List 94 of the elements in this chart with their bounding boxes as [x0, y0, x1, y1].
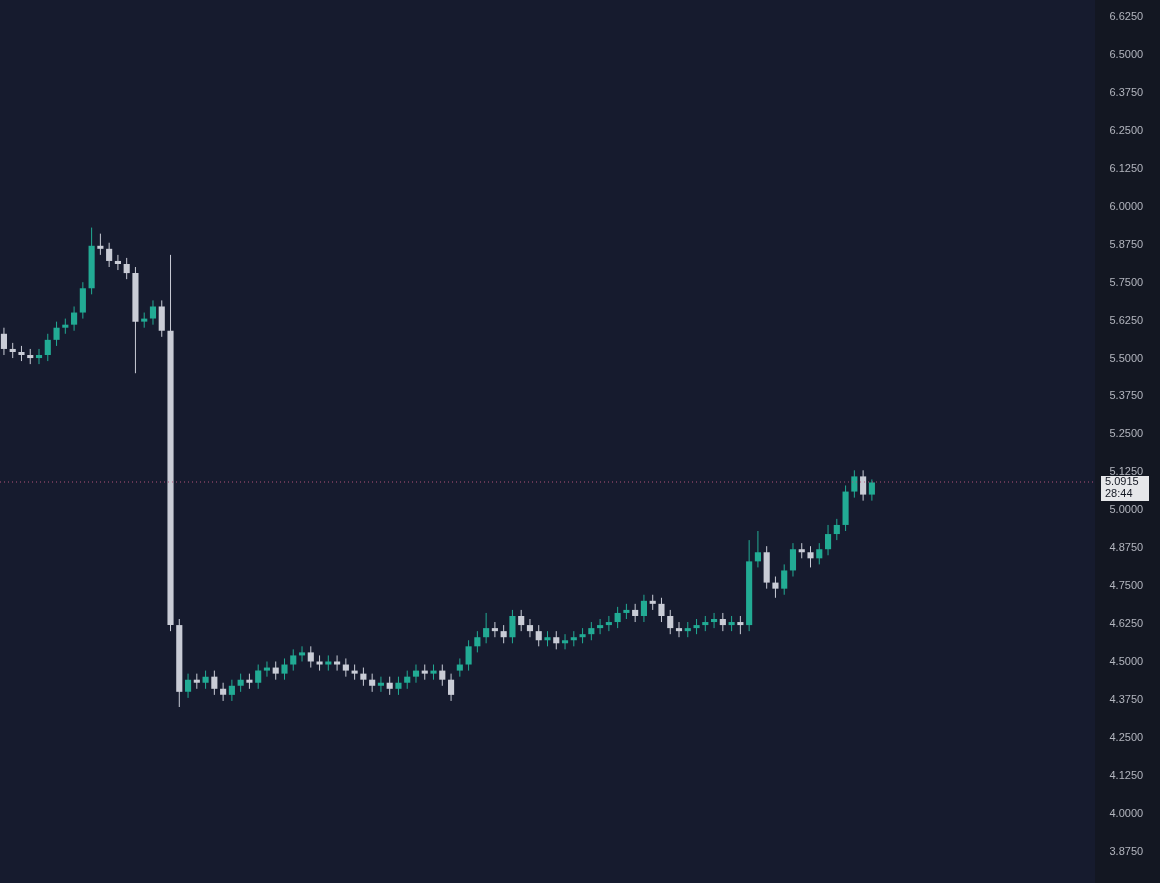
candlestick — [868, 478, 875, 502]
y-tick-label: 5.6250 — [1109, 313, 1144, 326]
y-tick-label: 4.7500 — [1109, 579, 1144, 592]
candlestick — [561, 633, 569, 650]
candlestick — [535, 624, 542, 647]
candlestick — [597, 618, 604, 635]
candlestick — [114, 254, 121, 271]
y-tick-label: 5.1250 — [1109, 465, 1144, 478]
candlestick — [0, 327, 8, 356]
candlestick — [605, 615, 612, 632]
y-tick-label: 3.8750 — [1109, 844, 1144, 857]
candlestick — [386, 676, 393, 696]
candlestick — [360, 667, 367, 687]
candlestick — [106, 242, 113, 268]
candlestick — [711, 612, 718, 629]
candlestick — [526, 618, 534, 638]
candlestick — [640, 594, 648, 623]
y-tick-label: 4.5000 — [1109, 654, 1144, 667]
candlestick — [123, 257, 130, 280]
candlestick — [553, 630, 560, 650]
candlestick — [851, 469, 858, 499]
candlestick — [675, 621, 683, 638]
candlestick — [395, 676, 402, 696]
candlestick — [149, 299, 157, 326]
candlestick — [614, 606, 621, 629]
y-tick-label: 4.6250 — [1109, 617, 1144, 630]
candlestick — [474, 630, 481, 653]
candlestick — [44, 333, 51, 362]
candlestick — [334, 654, 341, 672]
y-tick-label: 5.7500 — [1109, 275, 1144, 288]
candlestick — [263, 660, 271, 678]
candlestick — [71, 305, 78, 332]
candlestick — [465, 639, 472, 672]
candlestick — [833, 518, 840, 541]
candlestick — [342, 657, 349, 678]
candlestick — [211, 670, 218, 696]
candlestick — [807, 545, 814, 568]
candlestick — [483, 612, 490, 644]
y-tick-label: 4.3750 — [1109, 692, 1144, 705]
candlestick — [228, 679, 235, 702]
candlestick — [404, 670, 411, 690]
y-tick-label: 5.0000 — [1109, 503, 1144, 516]
y-tick-label: 6.0000 — [1109, 199, 1144, 212]
y-tick-label: 6.1250 — [1109, 161, 1144, 174]
candlestick — [307, 645, 314, 669]
candlestick — [298, 645, 306, 662]
y-tick-label: 6.6250 — [1109, 10, 1144, 23]
candlestick — [97, 233, 104, 256]
candlestick — [255, 664, 262, 690]
y-tick-label: 4.1250 — [1109, 768, 1144, 781]
ref-line-label: 5.0915 — [1105, 475, 1139, 488]
candlestick — [860, 469, 867, 502]
candlestick — [509, 609, 516, 644]
candlestick — [772, 576, 779, 599]
candlestick — [447, 673, 455, 702]
candlestick — [754, 530, 761, 568]
y-tick-label: 4.8750 — [1109, 541, 1144, 554]
candlestick — [53, 321, 60, 347]
candlestick — [789, 542, 797, 578]
candlestick — [816, 542, 823, 565]
y-tick-label: 5.3750 — [1109, 389, 1144, 402]
text: 28:44 — [1105, 487, 1133, 500]
candlestick — [290, 648, 297, 672]
y-tick-label: 6.5000 — [1109, 48, 1144, 61]
candlestick — [500, 624, 507, 644]
candlestick — [588, 621, 595, 641]
y-tick-label: 5.5000 — [1109, 351, 1144, 364]
y-tick-label: 6.3750 — [1109, 86, 1144, 99]
y-tick-label: 4.0000 — [1109, 806, 1144, 819]
candlestick — [237, 673, 244, 693]
candlestick — [202, 670, 209, 690]
candlestick — [491, 621, 498, 638]
candlestick — [737, 615, 744, 635]
candlestick — [272, 660, 279, 681]
candlestick — [412, 664, 420, 684]
y-tick-label: 6.2500 — [1109, 123, 1144, 136]
candlestick — [456, 657, 463, 678]
candlestick — [824, 524, 832, 556]
candlestick — [377, 676, 384, 693]
candlestick — [439, 664, 446, 687]
candlestick — [781, 563, 788, 596]
y-tick-label: 5.8750 — [1109, 237, 1144, 250]
y-tick-label: 5.2500 — [1109, 427, 1144, 440]
candlestick — [220, 682, 227, 702]
candlestick — [632, 603, 639, 623]
candlestick — [667, 609, 674, 635]
candlestick — [658, 597, 665, 623]
candlestick — [35, 348, 43, 365]
candlestick — [518, 609, 525, 632]
candlestick — [281, 657, 288, 681]
candlestick — [719, 612, 726, 632]
y-tick-label: 4.2500 — [1109, 730, 1144, 743]
candlestick — [369, 673, 376, 693]
candlestick — [184, 673, 192, 699]
